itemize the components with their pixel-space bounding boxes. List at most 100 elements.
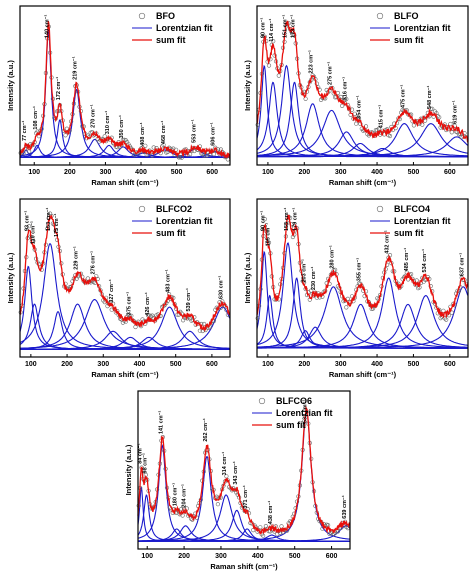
- blfco6-y-axis-label: Intensity (a.u.): [124, 444, 133, 495]
- blfo-peak-label-173: 173 cm⁻¹: [289, 14, 296, 38]
- blfco2-peak-label-630: 630 cm⁻¹: [218, 275, 225, 299]
- blfco4-legend-sample: BLFCO4: [394, 204, 430, 214]
- blfco4-data-point: [428, 283, 433, 289]
- blfco6-plot-frame: [137, 390, 351, 550]
- blfco4-peak-label-203: 203 cm⁻¹: [300, 259, 307, 283]
- blfco2-peak-label-110: 110 cm⁻¹: [29, 221, 36, 244]
- blfo-x-tick-label: 400: [371, 169, 383, 176]
- bfo-data-point: [143, 143, 148, 148]
- bfo-lorentzian-component-606: [20, 150, 230, 159]
- blfco6-data-point: [258, 525, 263, 530]
- blfco4-peak-label-432: 432 cm⁻¹: [384, 230, 391, 254]
- bfo-peak-label-553: 553 cm⁻¹: [190, 119, 197, 143]
- blfco2-x-tick-label: 300: [97, 361, 109, 368]
- bfo-legend-sum: sum fit: [156, 35, 186, 45]
- blfco2-y-axis-label: Intensity (a.u.): [6, 252, 15, 303]
- blfco4-peak-label-179: 179 cm⁻¹: [292, 207, 299, 231]
- blfco2-peak-label-229: 229 cm⁻¹: [73, 246, 80, 270]
- blfco4-data-point: [344, 305, 349, 310]
- bfo-legend-lorentzian: Lorentzian fit: [156, 23, 213, 33]
- blfco2-peak-label-539: 539 cm⁻¹: [185, 288, 192, 312]
- blfo-data-point: [344, 96, 349, 102]
- blfco2-legend-sample: BLFCO2: [156, 204, 192, 214]
- blfco6-peak-label-639: 639 cm⁻¹: [341, 495, 348, 519]
- blfco2-data-point: [80, 274, 85, 279]
- blfo-data-point: [420, 122, 425, 127]
- bfo-x-tick-label: 500: [171, 169, 183, 176]
- blfo-data-point: [387, 133, 393, 139]
- blfco6-peak-label-262: 262 cm⁻¹: [202, 418, 209, 442]
- blfco2-x-tick-label: 100: [25, 361, 37, 368]
- blfco6-x-tick-label: 200: [178, 553, 190, 560]
- blfo-data-point: [310, 73, 315, 78]
- blfco6-peak-label-180: 180 cm⁻¹: [172, 483, 179, 507]
- blfo-data-point: [437, 115, 442, 120]
- blfco4-peak-label-485: 485 cm⁻¹: [403, 248, 410, 272]
- blfo-data-point: [276, 73, 281, 78]
- blfo-peak-label-415: 415 cm⁻¹: [378, 105, 385, 129]
- blfo-data-point: [292, 33, 297, 38]
- bfo-peak-label-172: 172 cm⁻¹: [55, 77, 62, 101]
- blfco6-data-point: [215, 502, 220, 507]
- blfco2-data-point: [197, 328, 202, 333]
- blfco2-peak-label-483: 483 cm⁻¹: [165, 269, 172, 293]
- blfco4-peak-label-230: 230 cm⁻¹: [310, 266, 317, 290]
- blfco2-data-point: [216, 306, 221, 311]
- blfco4-lorentzian-component-485: [257, 303, 468, 349]
- blfco4-data-point: [332, 267, 338, 272]
- blfo-data-point: [303, 96, 308, 101]
- blfo-data-point: [339, 103, 345, 108]
- bfo-x-tick-label: 200: [64, 169, 76, 176]
- blfco4-data-point: [442, 316, 447, 321]
- bfo-data-point: [150, 153, 155, 158]
- blfco6-peak-label-141: 141 cm⁻¹: [157, 410, 164, 434]
- blfo-legend-sample-marker: [376, 12, 384, 20]
- bfo-legend-sample: BFO: [156, 11, 175, 21]
- blfo-peak-label-114: 114 cm⁻¹: [268, 19, 275, 42]
- blfo-x-tick-label: 500: [408, 169, 420, 176]
- blfco4-data-point: [289, 222, 294, 227]
- bfo-peak-label-219: 219 cm⁻¹: [72, 56, 79, 80]
- blfco2-x-tick-label: 500: [170, 361, 182, 368]
- blfo-sum-fit-line: [256, 20, 469, 143]
- blfco2-data-point: [47, 211, 53, 216]
- bfo-data-point: [63, 133, 68, 138]
- bfo-peak-label-408: 408 cm⁻¹: [139, 122, 146, 146]
- blfco6-legend-sum: sum fit: [276, 420, 306, 430]
- blfo-legend-sample: BLFO: [394, 11, 419, 21]
- blfco6-peak-label-204: 204 cm⁻¹: [181, 484, 188, 508]
- chart-panel-blfco6: 100 200 300 400 500 600 Raman shift (cm⁻¹) Inte…: [118, 385, 356, 577]
- blfco2-plot-frame: [19, 198, 231, 358]
- blfco4-x-tick-label: 100: [262, 361, 274, 368]
- blfco6-lorentzian-component-639: [138, 525, 351, 542]
- blfo-x-tick-label: 300: [335, 169, 347, 176]
- blfco6-x-tick-label: 100: [141, 553, 153, 560]
- blfo-data-point: [338, 94, 343, 100]
- blfco2-legend-lorentzian: Lorentzian fit: [156, 216, 213, 226]
- bfo-peak-label-140: 140 cm⁻¹: [43, 14, 50, 38]
- blfo-data-point: [449, 130, 454, 135]
- blfo-data-point: [430, 106, 435, 111]
- blfo-peak-label-90: 90 cm⁻¹: [259, 18, 266, 38]
- blfco6-data-point: [193, 511, 198, 516]
- chart-panel-blfo: 100 200 300 400 500 600 Raman shift (cm⁻¹) Inte…: [237, 0, 474, 193]
- blfo-chart-svg: 100 200 300 400 500 600 Raman shift (cm⁻¹) Inte…: [243, 5, 469, 187]
- blfco6-sum-fit-line: [137, 405, 351, 535]
- blfo-peak-label-316: 316 cm⁻¹: [341, 77, 348, 101]
- blfo-data-point: [271, 39, 276, 44]
- blfco4-x-tick-label: 400: [371, 361, 383, 368]
- blfco4-legend-sample-marker: [376, 205, 384, 213]
- blfco4-data-point: [255, 316, 260, 321]
- blfo-x-tick-label: 600: [444, 169, 456, 176]
- blfco2-peak-label-153: 153 cm⁻¹: [45, 207, 52, 231]
- blfo-x-tick-label: 100: [262, 169, 274, 176]
- blfco4-data-point: [438, 315, 443, 321]
- bfo-data-point: [124, 140, 130, 145]
- blfo-legend-lorentzian: Lorentzian fit: [394, 23, 451, 33]
- bfo-plot-frame: [19, 5, 231, 166]
- blfco6-peak-label-532: 532 cm⁻¹: [301, 399, 308, 423]
- blfco2-legend-sum: sum fit: [156, 228, 186, 238]
- bfo-data-point: [202, 153, 207, 158]
- blfco2-lorentzian-component-630: [20, 306, 231, 350]
- blfco2-data-point: [126, 312, 131, 318]
